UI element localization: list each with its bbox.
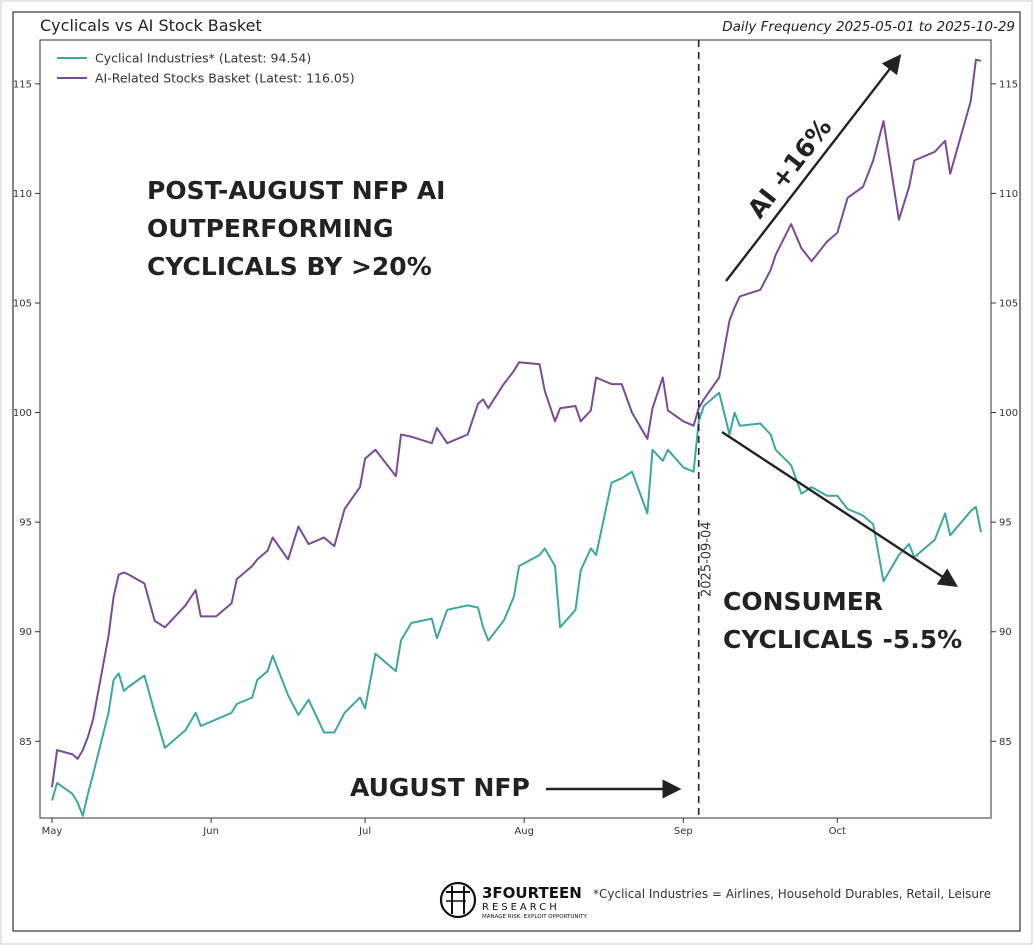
y-tick-label-right-100: 100 — [999, 408, 1018, 419]
y-tick-label-left-100: 100 — [13, 408, 32, 419]
headline-line-2: OUTPERFORMING — [147, 214, 393, 243]
nfp-label: AUGUST NFP — [350, 773, 530, 802]
x-tick-label-jul: Jul — [358, 826, 371, 837]
y-tick-label-left-115: 115 — [13, 79, 32, 90]
y-tick-label-right-115: 115 — [999, 79, 1018, 90]
y-tick-label-left-85: 85 — [19, 737, 32, 748]
ai-up-arrow — [725, 54, 902, 282]
series-line-ai — [51, 58, 982, 788]
brand-tagline: MANAGE RISK. EXPLOIT OPPORTUNITY — [482, 914, 587, 920]
plot-area — [39, 39, 992, 819]
y-tick-label-right-85: 85 — [999, 737, 1012, 748]
x-tick-label-sep: Sep — [674, 826, 693, 837]
y-tick-label-right-105: 105 — [999, 298, 1018, 309]
y-tick-label-left-90: 90 — [19, 627, 32, 638]
y-tick-label-right-95: 95 — [999, 518, 1012, 529]
footer: 3FOURTEEN RESEARCH MANAGE RISK. EXPLOIT … — [439, 881, 991, 920]
x-tick-label-may: May — [42, 826, 63, 837]
y-tick-label-right-110: 110 — [999, 189, 1018, 200]
y-tick-label-left-95: 95 — [19, 518, 32, 529]
y-tick-label-right-90: 90 — [999, 627, 1012, 638]
legend-label-cyclicals: Cyclical Industries* (Latest: 94.54) — [95, 51, 311, 66]
brand-sub: RESEARCH — [482, 902, 560, 913]
x-tick-label-oct: Oct — [829, 826, 846, 837]
x-tick-label-aug: Aug — [514, 826, 534, 837]
series-line-cyclicals — [51, 391, 982, 817]
y-axis-right: 85 90 95 100 105 110 115 — [991, 79, 1018, 748]
footnote: *Cyclical Industries = Airlines, Househo… — [593, 887, 991, 901]
brand-name: 3FOURTEEN — [482, 884, 582, 902]
headline-line-3: CYCLICALS BY >20% — [147, 252, 432, 281]
y-tick-label-left-105: 105 — [13, 298, 32, 309]
consumer-line-1: CONSUMER — [723, 587, 883, 616]
brand-logo-icon — [439, 881, 477, 919]
x-tick-label-jun: Jun — [202, 826, 219, 837]
series-layer — [51, 58, 982, 817]
outer-frame — [12, 11, 1021, 932]
chart-subtitle: Daily Frequency 2025-05-01 to 2025-10-29 — [722, 19, 1015, 35]
consumer-line-2: CYCLICALS -5.5% — [723, 625, 962, 654]
x-axis: May Jun Jul Aug Sep Oct — [42, 818, 846, 837]
headline-line-1: POST-AUGUST NFP AI — [147, 176, 445, 205]
legend: Cyclical Industries* (Latest: 94.54) AI-… — [57, 51, 355, 86]
cyclicals-down-arrow — [721, 430, 959, 587]
vline-date-label: 2025-09-04 — [700, 521, 715, 597]
chart-title: Cyclicals vs AI Stock Basket — [40, 16, 262, 35]
legend-label-ai: AI-Related Stocks Basket (Latest: 116.05… — [95, 71, 355, 86]
y-tick-label-left-110: 110 — [13, 189, 32, 200]
y-axis-left: 85 90 95 100 105 110 115 — [13, 79, 40, 748]
